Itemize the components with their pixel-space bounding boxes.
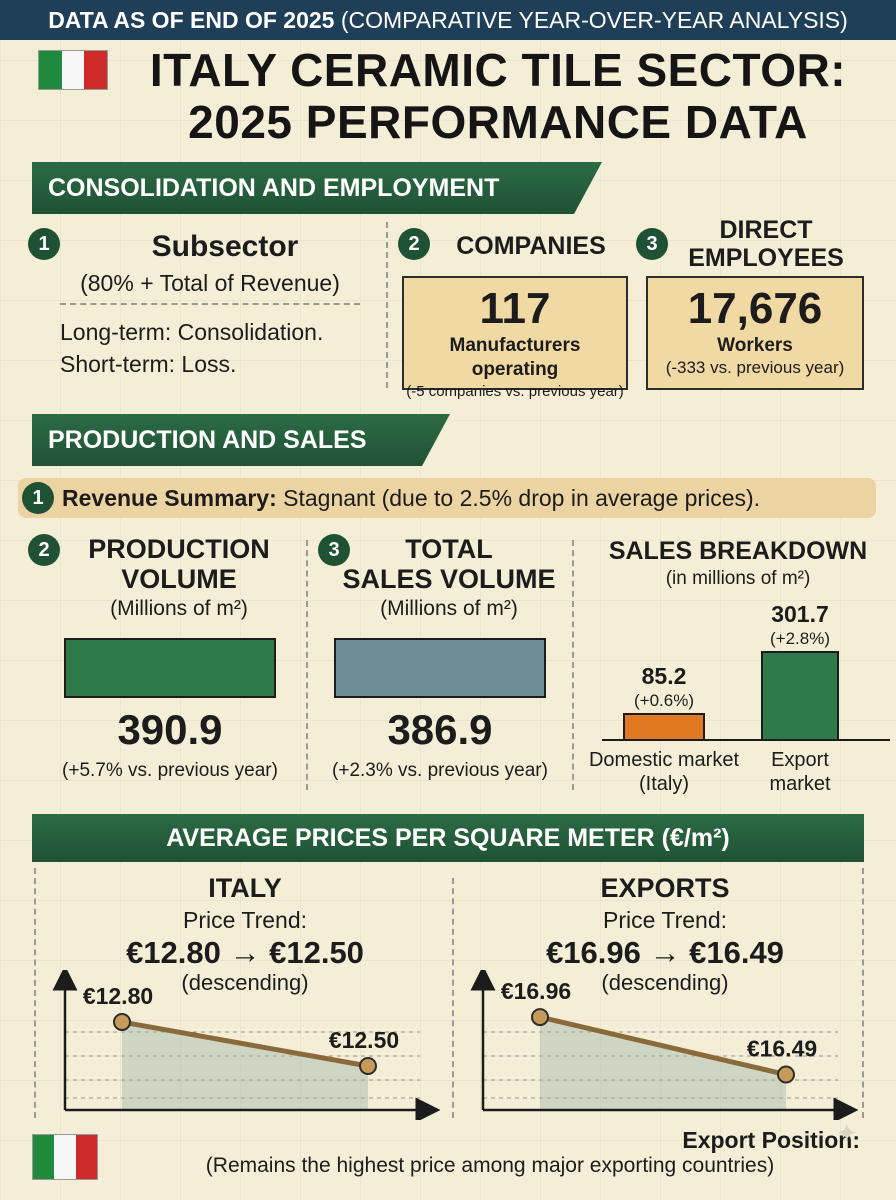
bar-export [761, 651, 839, 741]
divider [306, 540, 308, 790]
employees-note: (-333 vs. previous year) [665, 358, 845, 377]
employees-title-line-1: DIRECT [719, 216, 813, 244]
production-title-line-1: PRODUCTION [88, 534, 270, 564]
italy-price-title: ITALY [208, 873, 282, 903]
number-badge-revenue: 1 [22, 482, 54, 514]
divider [572, 540, 574, 790]
subsector-subtitle: (80% + Total of Revenue) [80, 270, 340, 296]
employees-title-line-2: EMPLOYEES [688, 244, 844, 272]
companies-title: COMPANIES [456, 232, 606, 260]
price-point-label: €16.49 [747, 1036, 817, 1062]
title-line-2: 2025 PERFORMANCE DATA [188, 96, 808, 148]
italy-direction: (descending) [181, 970, 309, 995]
italy-trend: €12.80 → €12.50 [126, 935, 364, 970]
top-bar: DATA AS OF END OF 2025 (COMPARATIVE YEAR… [0, 0, 896, 40]
subsector-short-term: Short-term: Loss. [60, 351, 237, 377]
italy-flag-icon [32, 1134, 98, 1180]
sales-change: (+2.3% vs. previous year) [332, 760, 548, 781]
export-position-label: Export Position: [682, 1127, 860, 1153]
bar-value-label: 85.2 [642, 663, 687, 689]
exports-direction: (descending) [601, 970, 729, 995]
consolidation-banner: CONSOLIDATION AND EMPLOYMENT [32, 162, 602, 214]
employees-label: Workers [717, 335, 793, 356]
production-value: 390.9 [117, 706, 223, 753]
exports-price-chart: €16.96 €16.49 [470, 970, 858, 1120]
revenue-label: Revenue Summary: [62, 485, 277, 511]
price-point [359, 1057, 377, 1075]
production-bar [64, 638, 276, 698]
revenue-text: Stagnant (due to 2.5% drop in average pr… [283, 485, 761, 511]
prices-banner: AVERAGE PRICES PER SQUARE METER (€/m²) [32, 814, 864, 862]
number-badge-1: 1 [28, 228, 60, 260]
price-trend-line [121, 1019, 369, 1069]
export-position-text: (Remains the highest price among major e… [205, 1154, 775, 1177]
subsector-notes: Long-term: Consolidation. Short-term: Lo… [60, 316, 380, 380]
companies-box: 117 Manufacturers operating (-5 companie… [402, 276, 628, 400]
number-badge-2: 2 [398, 228, 430, 260]
price-point [113, 1013, 131, 1031]
divider [34, 868, 36, 1118]
employees-box: 17,676 Workers (-333 vs. previous year) [646, 276, 864, 390]
production-change: (+5.7% vs. previous year) [62, 760, 278, 781]
price-point-label: €16.96 [501, 978, 571, 1004]
employees-title: DIRECT EMPLOYEES [676, 216, 856, 272]
companies-value: 117 [479, 284, 551, 333]
category-label: Domestic market [589, 749, 739, 771]
breakdown-title: SALES BREAKDOWN [608, 537, 868, 565]
subsector-divider [60, 303, 360, 305]
exports-trend-label: Price Trend: [603, 907, 727, 933]
production-title-line-2: VOLUME [121, 564, 237, 594]
sales-unit: (Millions of m²) [380, 597, 518, 620]
number-badge-3: 3 [636, 228, 668, 260]
analysis-note: (COMPARATIVE YEAR-OVER-YEAR ANALYSIS) [340, 7, 848, 33]
companies-note: (-5 companies vs. previous year) [406, 383, 624, 400]
number-badge-sales: 3 [318, 534, 350, 566]
divider [386, 222, 388, 388]
exports-price-title: EXPORTS [600, 873, 730, 903]
bar-value-label: 301.7 [771, 601, 829, 627]
price-point [777, 1065, 795, 1084]
sales-bar [334, 638, 546, 698]
exports-trend: €16.96 → €16.49 [546, 935, 784, 970]
sparkle-icon: ✦ [836, 1118, 858, 1148]
sales-value: 386.9 [387, 706, 493, 753]
price-point [531, 1008, 549, 1027]
production-banner: PRODUCTION AND SALES [32, 414, 450, 466]
subsector-long-term: Long-term: Consolidation. [60, 319, 324, 345]
sales-title: TOTAL SALES VOLUME [334, 534, 564, 594]
breakdown-unit: (in millions of m²) [665, 568, 811, 589]
data-as-of: DATA AS OF END OF 2025 [48, 7, 335, 33]
category-label: Export [771, 749, 829, 771]
revenue-strip [18, 478, 876, 518]
subsector-title: Subsector [151, 230, 299, 263]
bar-change-label: (+0.6%) [634, 691, 694, 710]
italy-price-chart: €12.80 €12.50 [52, 970, 440, 1120]
divider [452, 878, 454, 1118]
price-point-label: €12.80 [83, 983, 153, 1009]
italy-flag-icon [38, 50, 108, 90]
page-title: ITALY CERAMIC TILE SECTOR: 2025 PERFORMA… [108, 44, 888, 148]
italy-trend-label: Price Trend: [183, 907, 307, 933]
title-line-1: ITALY CERAMIC TILE SECTOR: [149, 44, 847, 96]
divider [862, 868, 864, 1118]
production-unit: (Millions of m²) [110, 597, 248, 620]
price-point-label: €12.50 [329, 1027, 399, 1053]
category-label: (Italy) [639, 773, 689, 795]
bar-domestic [623, 713, 705, 741]
number-badge-production: 2 [28, 534, 60, 566]
sales-breakdown-chart: 85.2 (+0.6%) Domestic market(Italy) 301.7 (+… [589, 601, 890, 795]
category-label: market [769, 773, 831, 795]
revenue-summary: Revenue Summary: Stagnant (due to 2.5% d… [62, 478, 874, 518]
bar-change-label: (+2.8%) [770, 629, 830, 648]
price-trend-line [539, 1014, 787, 1077]
employees-value: 17,676 [687, 284, 823, 333]
sales-title-line-1: TOTAL [405, 534, 493, 564]
sales-title-line-2: SALES VOLUME [342, 564, 556, 594]
production-title: PRODUCTION VOLUME [64, 534, 294, 594]
companies-label: Manufacturers operating [449, 335, 581, 380]
